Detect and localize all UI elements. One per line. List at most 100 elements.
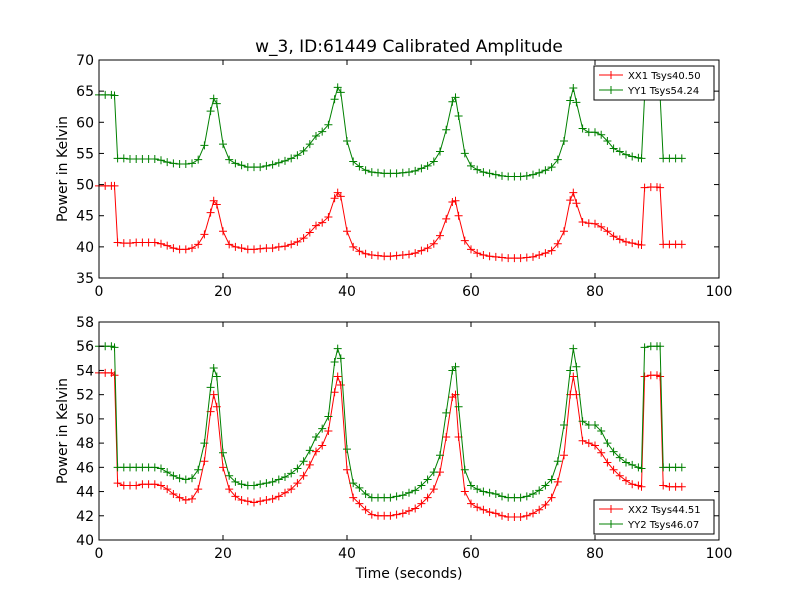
bottom-data-point — [256, 480, 265, 489]
bottom-data-point — [181, 496, 190, 505]
bottom-data-point — [305, 446, 314, 455]
bottom-data-point — [553, 477, 562, 486]
top-data-point — [547, 246, 556, 255]
top-data-point — [299, 234, 308, 243]
top-data-point — [615, 235, 624, 244]
bottom-data-point — [150, 480, 159, 489]
bottom-data-point — [336, 354, 345, 363]
top-data-point — [622, 150, 630, 159]
top-data-point — [281, 242, 289, 251]
bottom-data-point — [597, 427, 606, 435]
bottom-data-point — [578, 417, 587, 426]
bottom-data-point — [467, 481, 475, 490]
bottom-data-point — [454, 402, 463, 411]
bottom-data-point — [336, 380, 345, 389]
bottom-data-point — [560, 451, 568, 460]
top-data-point — [454, 211, 463, 220]
top-data-point — [312, 221, 320, 230]
bottom-data-point — [411, 504, 420, 513]
top-data-point — [522, 171, 531, 180]
top-data-point — [157, 156, 165, 165]
bottom-data-point — [535, 486, 544, 495]
top-data-point — [677, 240, 686, 249]
bottom-data-point — [405, 488, 413, 497]
top-data-point — [250, 245, 258, 254]
bottom-data-point — [609, 447, 618, 456]
bottom-data-point — [566, 366, 575, 375]
bottom-data-point — [522, 511, 531, 520]
bottom-data-point — [293, 479, 302, 488]
top-data-point — [479, 250, 488, 259]
bottom-data-point — [405, 506, 413, 515]
bottom-data-point — [491, 509, 500, 518]
bottom-data-point — [547, 475, 556, 484]
top-data-point — [262, 161, 271, 170]
bottom-data-point — [299, 457, 308, 466]
bottom-data-point — [268, 477, 277, 486]
top-y-tick-label: 50 — [76, 178, 94, 194]
bottom-legend-marker — [607, 520, 615, 528]
bottom-x-tick-label: 40 — [338, 546, 356, 562]
top-data-point — [560, 227, 568, 236]
bottom-data-point — [622, 458, 630, 467]
bottom-x-tick-label: 80 — [586, 546, 604, 562]
top-data-point — [569, 188, 578, 197]
top-data-point — [169, 244, 178, 253]
bottom-data-point — [615, 453, 624, 462]
top-data-point — [287, 154, 296, 163]
bottom-x-tick-label: 100 — [706, 546, 733, 562]
bottom-data-point — [640, 343, 649, 352]
bottom-data-point — [467, 499, 475, 508]
top-y-axis-label: Power in Kelvin — [55, 116, 71, 222]
top-data-point — [336, 192, 345, 201]
bottom-data-point — [343, 465, 351, 474]
bottom-data-point — [343, 445, 351, 454]
top-data-point — [628, 239, 637, 248]
bottom-data-point — [677, 482, 686, 491]
top-data-point — [516, 172, 525, 181]
bottom-data-point — [411, 486, 420, 495]
bottom-data-point — [417, 499, 426, 508]
top-data-point — [411, 249, 420, 258]
bottom-data-point — [361, 489, 370, 498]
bottom-y-tick-label: 56 — [76, 339, 94, 355]
top-data-point — [597, 222, 606, 231]
bottom-data-point — [194, 465, 203, 474]
bottom-data-point — [491, 489, 500, 498]
top-y-tick-label: 35 — [76, 271, 94, 287]
bottom-data-point — [423, 475, 432, 484]
top-y-tick-label: 70 — [76, 53, 94, 69]
top-data-point — [498, 171, 506, 180]
top-panel: 0 20 40 60 80 100 35 40 45 50 55 60 65 70 Power in Kel… — [55, 53, 732, 300]
bottom-data-point — [225, 471, 234, 480]
bottom-data-point — [498, 511, 506, 520]
top-data-point — [163, 241, 172, 250]
top-y-tick-label: 45 — [76, 209, 94, 225]
bottom-data-point — [429, 485, 438, 494]
top-data-point — [677, 154, 686, 163]
bottom-data-point — [312, 447, 320, 456]
top-data-point — [553, 155, 562, 164]
top-data-point — [333, 83, 342, 92]
bottom-data-point — [522, 492, 531, 501]
bottom-data-point — [628, 460, 637, 469]
top-data-point — [569, 84, 578, 93]
top-data-point — [349, 242, 358, 251]
top-data-point — [560, 136, 568, 145]
top-data-point — [398, 250, 407, 259]
top-data-point — [343, 136, 351, 145]
top-data-point — [547, 163, 556, 172]
bottom-data-point — [281, 488, 289, 497]
bottom-data-point — [330, 357, 339, 366]
bottom-y-tick-label: 42 — [76, 509, 94, 525]
bottom-data-point — [163, 485, 172, 494]
bottom-data-point — [361, 505, 370, 514]
top-data-point — [386, 252, 395, 261]
bottom-data-point — [293, 464, 302, 473]
bottom-data-point — [274, 475, 283, 484]
top-data-point — [529, 252, 537, 261]
top-data-point — [578, 217, 587, 226]
top-data-point — [405, 250, 413, 259]
top-data-point — [597, 130, 606, 139]
top-data-point — [330, 95, 339, 104]
